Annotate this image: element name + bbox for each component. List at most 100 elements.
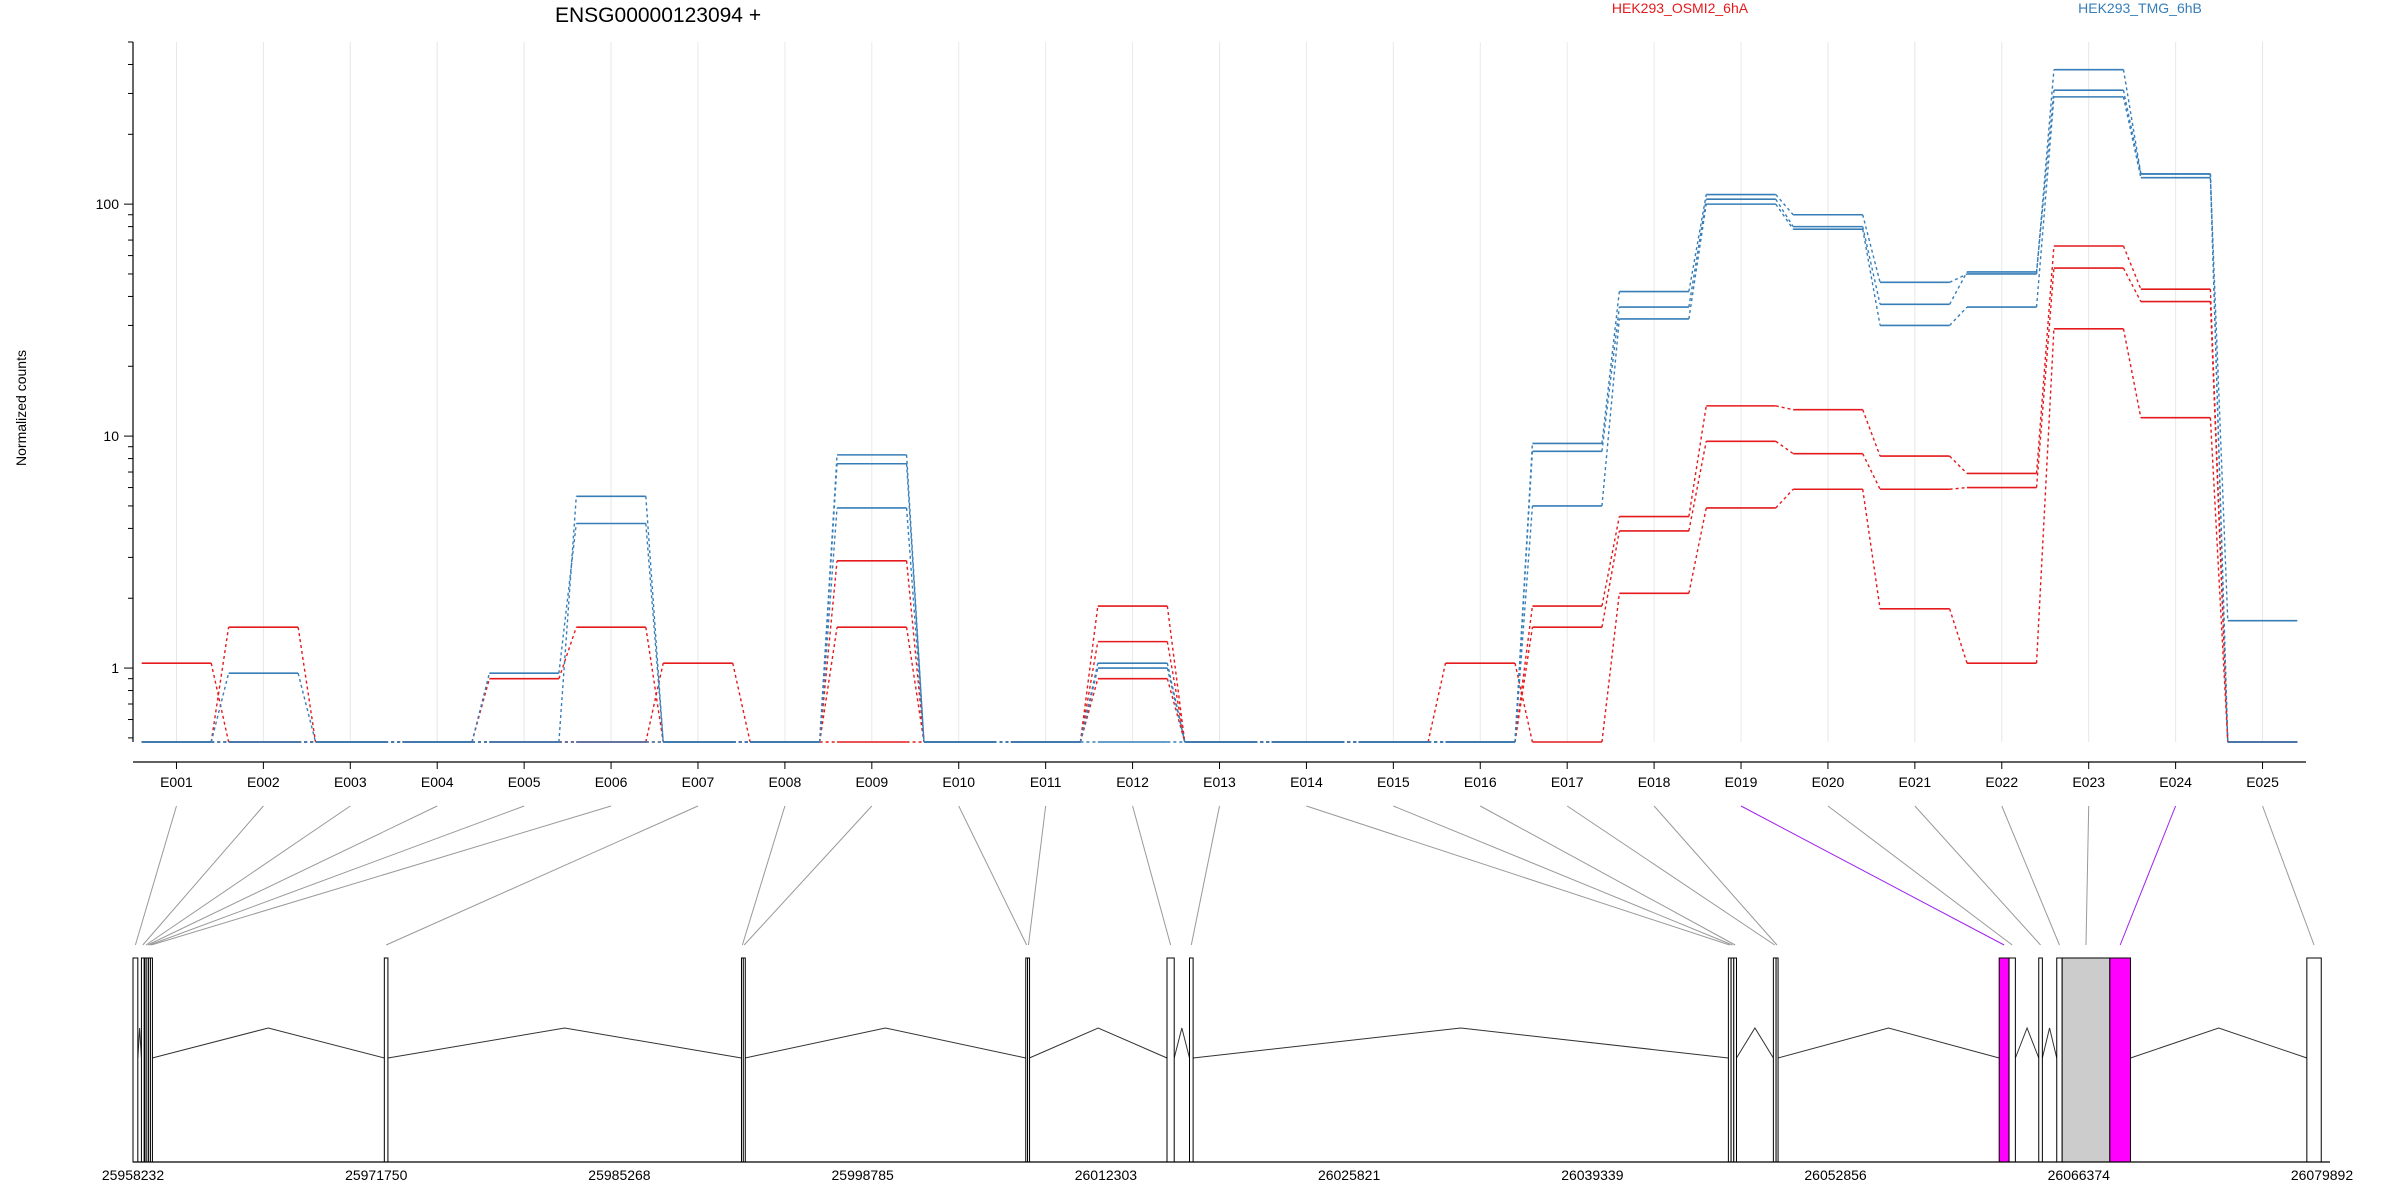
exon-connector — [958, 805, 1028, 946]
series-transition — [1862, 453, 1881, 490]
exon-block-e024 — [2109, 957, 2132, 1163]
series-transition — [1166, 662, 1186, 743]
series-transition — [1688, 441, 1707, 532]
series-transition — [1862, 229, 1881, 326]
exon-tick-label: E010 — [942, 774, 975, 790]
exon-block-e002 — [140, 957, 145, 1163]
exon-connector — [1740, 805, 2005, 946]
series-transition — [1079, 641, 1099, 743]
series-transition — [2122, 328, 2142, 418]
genome-tick-label: 26025821 — [1318, 1167, 1381, 1183]
exon-tick-label: E002 — [247, 774, 280, 790]
exon-connector — [1027, 805, 1047, 946]
series-transition — [818, 560, 838, 743]
exon-connector — [2085, 805, 2090, 946]
series-transition — [645, 662, 664, 743]
y-tick-label: 10 — [103, 428, 119, 444]
vertical-gridlines — [175, 42, 2264, 742]
exon-tick-label: E013 — [1203, 774, 1236, 790]
series-transition — [1079, 605, 1099, 743]
series-line — [141, 68, 2298, 743]
exon-tick-label: E019 — [1725, 774, 1758, 790]
exon-block-e011 — [1027, 957, 1031, 1163]
series-transition — [1688, 507, 1707, 594]
intron-line — [2014, 1026, 2040, 1059]
series-transition — [1427, 662, 1447, 743]
exon-tick-label: E025 — [2246, 774, 2279, 790]
genome-tick-label: 25958232 — [102, 1167, 165, 1183]
exon-block-e007 — [383, 957, 389, 1163]
series-transition — [1949, 455, 1968, 474]
intron-line — [387, 1027, 742, 1059]
exon-tick-label: E011 — [1030, 774, 1062, 790]
series-transition — [1166, 605, 1186, 743]
genomic-coordinate-axis: 25958232 25971750 25985268 25998785 26012303… — [102, 1161, 2354, 1183]
series-transition — [1601, 306, 1621, 452]
exon-tick-label: E023 — [2072, 774, 2105, 790]
legend-label-tmg: HEK293_TMG_6hB — [2078, 0, 2202, 16]
exon-connector — [1827, 805, 2013, 946]
series-transition — [558, 496, 577, 743]
exon-connector — [142, 805, 264, 946]
series-transition — [1775, 440, 1794, 455]
exon-connector — [2262, 805, 2315, 946]
genome-tick-label: 26039339 — [1561, 1167, 1624, 1183]
series-transition — [2035, 268, 2055, 488]
intron-line — [1193, 1027, 1729, 1059]
intron-line — [137, 1027, 142, 1059]
exon-connector — [2119, 805, 2177, 946]
exon-block-e006 — [149, 957, 153, 1163]
series-transition — [1862, 214, 1881, 283]
genome-tick-label: 26052856 — [1804, 1167, 1867, 1183]
exon-block-e013 — [1188, 957, 1194, 1163]
gene-model — [132, 957, 2322, 1163]
exon-tick-label: E014 — [1290, 774, 1323, 790]
exon-connector — [741, 805, 786, 946]
series-transition — [1601, 593, 1621, 743]
series-transition — [1949, 271, 1968, 305]
series-transition — [2035, 245, 2055, 474]
series-transition — [2122, 267, 2142, 302]
genome-tick-label: 26079892 — [2291, 1167, 2354, 1183]
exon-tick-label: E012 — [1116, 774, 1149, 790]
series-transition — [471, 673, 491, 743]
exon-tick-label: E022 — [1985, 774, 2018, 790]
series-transition — [2209, 177, 2229, 621]
exon-connectors — [134, 805, 2315, 946]
series-transition — [1775, 198, 1794, 227]
exon-tick-label: E004 — [421, 774, 454, 790]
series-transition — [210, 662, 230, 743]
exon-block-e023 — [2061, 957, 2111, 1163]
exon-connector — [1132, 805, 1172, 946]
exon-axis: E001 E002 E003 E004 E005 E006 E007 E008 E009 E010… — [133, 761, 2306, 790]
series-transition — [1862, 226, 1881, 305]
genome-tick-label: 25971750 — [345, 1167, 408, 1183]
exon-block-e016 — [1733, 957, 1737, 1163]
y-axis-label: Normalized counts — [13, 350, 29, 466]
series-transition — [2209, 417, 2229, 743]
series-transition — [1514, 627, 1534, 743]
series-transition — [1514, 443, 1534, 743]
series-transition — [558, 523, 577, 674]
exon-tick-label: E006 — [595, 774, 628, 790]
exon-connector — [1190, 805, 1220, 946]
series-transition — [1166, 667, 1186, 743]
series-transition — [1601, 291, 1621, 444]
y-axis: 1 10 100 — [96, 41, 134, 742]
exon-block-e018 — [1775, 957, 1779, 1163]
exon-connector — [385, 805, 699, 946]
intron-line — [152, 1027, 385, 1059]
series-transition — [905, 627, 925, 743]
series-transition — [1688, 405, 1707, 517]
exon-tick-label: E007 — [682, 774, 715, 790]
series-transition — [1514, 605, 1534, 743]
exon-block-e025 — [2306, 957, 2322, 1163]
exon-block-e020 — [2008, 957, 2016, 1163]
series-transition — [1688, 194, 1707, 292]
series-transition — [1601, 516, 1621, 607]
series-transition — [2035, 328, 2055, 664]
series-transition — [818, 627, 838, 743]
series-transition — [645, 627, 664, 743]
series-transition — [1514, 662, 1534, 743]
